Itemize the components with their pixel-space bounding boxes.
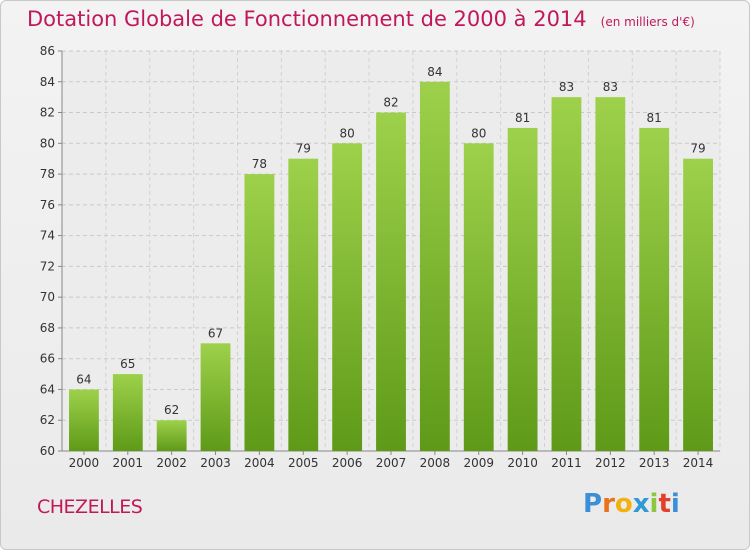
x-tick-label-2009: 2009: [463, 456, 494, 470]
logo-letter: o: [614, 489, 633, 519]
x-tick-label-2004: 2004: [244, 456, 275, 470]
value-label-2010: 81: [515, 111, 530, 125]
logo-letter: x: [632, 489, 650, 519]
logo-letter: P: [583, 489, 603, 519]
y-tick-label: 82: [40, 106, 55, 120]
logo-letter: t: [658, 489, 671, 519]
value-label-2011: 83: [559, 80, 574, 94]
x-tick-label-2003: 2003: [200, 456, 231, 470]
y-tick-label: 62: [40, 413, 55, 427]
x-tick-label-2000: 2000: [69, 456, 100, 470]
y-tick-label: 74: [40, 229, 55, 243]
title-main: Dotation Globale de Fonctionnement de 20…: [27, 7, 587, 31]
bar-2014: [683, 158, 713, 451]
bars: [69, 81, 713, 452]
bar-2009: [463, 143, 494, 452]
value-label-2007: 82: [383, 96, 398, 110]
value-label-2013: 81: [647, 111, 662, 125]
bar-2010: [507, 127, 538, 451]
bar-2001: [112, 374, 143, 451]
proxiti-logo: Proxiti: [583, 489, 680, 519]
bar-2003: [200, 343, 231, 451]
y-tick-label: 78: [40, 167, 55, 181]
x-tick-label-2010: 2010: [507, 456, 538, 470]
value-label-2009: 80: [471, 126, 486, 140]
value-label-2004: 78: [252, 157, 267, 171]
y-tick-label: 84: [40, 75, 55, 89]
value-label-2001: 65: [120, 357, 135, 371]
x-tick-label-2007: 2007: [376, 456, 407, 470]
value-label-2012: 83: [603, 80, 618, 94]
x-tick-label-2006: 2006: [332, 456, 363, 470]
logo-letter: r: [602, 489, 615, 519]
x-tick-label-2001: 2001: [113, 456, 144, 470]
y-tick-label: 70: [40, 290, 55, 304]
y-tick-label: 64: [40, 382, 55, 396]
chart-title: Dotation Globale de Fonctionnement de 20…: [27, 7, 695, 31]
x-tick-label-2008: 2008: [420, 456, 451, 470]
bar-2000: [69, 389, 99, 451]
y-tick-label: 68: [40, 321, 55, 335]
bar-2004: [244, 174, 275, 452]
y-tick-label: 66: [40, 352, 55, 366]
value-label-2006: 80: [339, 126, 354, 140]
value-label-2002: 62: [164, 403, 179, 417]
bar-2006: [332, 143, 363, 452]
bar-2013: [639, 127, 670, 451]
commune-name: CHEZELLES: [37, 496, 143, 518]
bar-2007: [376, 112, 406, 452]
y-tick-label: 86: [40, 44, 55, 58]
value-label-2008: 84: [427, 65, 442, 79]
x-tick-label-2012: 2012: [595, 456, 626, 470]
value-label-2005: 79: [296, 142, 311, 156]
y-tick-label: 60: [40, 444, 55, 458]
value-label-2003: 67: [208, 326, 223, 340]
y-tick-label: 80: [40, 136, 55, 150]
bar-2002: [156, 420, 187, 451]
value-label-2000: 64: [76, 372, 91, 386]
logo-letter: i: [670, 489, 680, 519]
bar-2008: [419, 81, 450, 452]
labels: 60 62 64 66 68 70 72 74 76 78 80 82 84 86 64 2000 65 2001…: [40, 44, 714, 470]
logo-letter: i: [649, 489, 659, 519]
bar-2005: [288, 158, 319, 451]
bar-2011: [551, 97, 582, 452]
bar-2012: [595, 97, 626, 452]
title-unit: (en milliers d'€): [600, 15, 695, 29]
y-tick-label: 72: [40, 259, 55, 273]
x-tick-label-2002: 2002: [156, 456, 187, 470]
value-label-2014: 79: [690, 142, 705, 156]
y-tick-label: 76: [40, 198, 55, 212]
x-tick-label-2011: 2011: [551, 456, 582, 470]
x-tick-label-2005: 2005: [288, 456, 319, 470]
x-tick-label-2013: 2013: [639, 456, 670, 470]
x-tick-label-2014: 2014: [683, 456, 714, 470]
